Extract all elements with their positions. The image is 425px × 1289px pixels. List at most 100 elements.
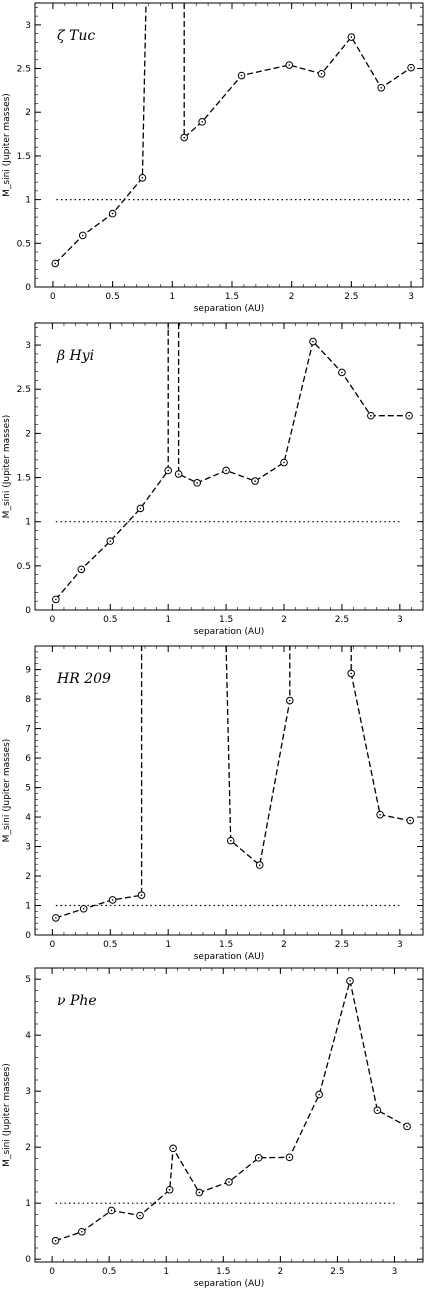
x-tick-label: 2 [289,292,295,302]
y-tick-label: 2 [25,108,31,118]
data-point-center [198,1191,201,1194]
data-point-center [312,340,314,343]
data-point-center [81,234,84,237]
y-tick-label: 2.5 [17,65,31,75]
chart-panel-2: 0 0.5 1 1.5 2 2.5 3 0 0.5 1 1.5 2 2.5 3 β Hyi separatio… [2,322,424,637]
data-point-center [55,598,57,601]
x-tick-label: 0.5 [105,292,119,302]
data-point-center [82,907,85,910]
data-point-center [110,1209,113,1212]
data-point-center [80,1230,83,1233]
data-point-center [141,176,144,179]
data-point-center [172,1147,174,1150]
data-point-center [376,1109,379,1112]
data-point-center [140,894,143,896]
x-tick-label: 2.5 [344,292,358,302]
y-tick-label: 3 [25,21,31,31]
y-tick-label: 0 [25,931,31,941]
data-point-center [109,540,112,542]
data-point-center [320,72,323,75]
x-tick-label: 0.5 [103,940,117,950]
x-tick-label: 0.5 [103,615,117,625]
data-point-center [350,36,353,38]
y-axis-label: M_sini (Jupiter masses) [2,415,12,519]
data-point-center [240,74,243,77]
data-point-center [229,839,232,842]
y-tick-label: 4 [25,1031,31,1041]
data-point-center [55,917,57,919]
series-line [183,3,412,140]
x-tick-label: 2 [281,615,287,625]
data-point-center [183,136,186,139]
data-point-center [111,212,114,215]
y-tick-label: 1 [25,196,31,206]
plot-frame [34,967,424,1263]
plot-frame [34,322,424,611]
data-point-center [228,1181,230,1183]
y-tick-label: 2.5 [17,385,31,395]
y-axis-label: M_sini (Jupiter masses) [2,1063,12,1167]
x-axis-label: separation (AU) [194,627,265,637]
y-tick-label: 1.5 [17,152,31,162]
x-axis-label: separation (AU) [194,952,265,962]
panel-title: HR 209 [56,671,111,687]
panel-title: β Hyi [56,348,94,364]
y-tick-label: 2 [25,1143,31,1153]
panel-title: ζ Tuc [57,28,95,44]
data-point-center [80,568,83,571]
data-point-center [54,262,57,265]
x-tick-label: 1.5 [219,615,233,625]
data-point-center [225,469,227,472]
data-point-center [349,980,351,982]
series-line [55,980,408,1242]
y-tick-label: 0.5 [17,239,31,249]
plot-frame [34,2,424,288]
x-tick-label: 3 [408,292,414,302]
data-point-center [318,1093,320,1096]
x-tick-label: 1 [165,940,171,950]
data-point-center [139,507,142,510]
data-point-center [177,473,180,475]
y-tick-label: 5 [25,975,31,985]
x-axis-label: separation (AU) [194,304,265,314]
y-axis-label: M_sini (Jupiter masses) [2,739,12,843]
y-tick-label: 1 [25,902,31,912]
y-tick-label: 4 [25,813,31,823]
x-tick-label: 2 [277,1267,283,1277]
y-tick-label: 6 [25,754,31,764]
data-point-center [341,371,343,374]
x-tick-label: 1.5 [225,292,239,302]
data-point-center [289,699,291,702]
x-tick-label: 1.5 [219,940,233,950]
data-point-center [258,864,261,866]
series-line [225,646,291,867]
x-tick-label: 2 [281,940,287,950]
data-point-center [283,461,285,464]
data-point-center [167,469,169,472]
data-point-center [288,64,291,66]
y-tick-label: 1 [25,1199,31,1209]
data-point-center [380,86,383,89]
panel-title: ν Phe [57,993,97,1009]
y-tick-label: 8 [25,695,31,705]
series-line [177,323,410,484]
data-point-center [409,819,412,822]
data-point-center [370,414,372,417]
data-point-center [254,480,256,482]
series-line [55,323,169,600]
x-tick-label: 2.5 [335,615,349,625]
y-tick-label: 2 [25,429,31,439]
y-tick-label: 2 [25,872,31,882]
x-tick-label: 1 [163,1267,169,1277]
x-tick-label: 1.5 [216,1267,230,1277]
x-tick-label: 1 [169,292,175,302]
x-tick-label: 3 [397,940,403,950]
x-tick-label: 0 [50,615,56,625]
data-point-center [201,121,203,123]
data-point-center [139,1214,141,1217]
data-point-center [406,1125,408,1128]
data-point-center [196,482,198,484]
chart-panel-1: 0 0.5 1 1.5 2 2.5 3 0 0.5 1 1.5 2 2.5 3 ζ Tuc separatio… [2,2,424,314]
y-tick-label: 1.5 [17,474,31,484]
x-tick-label: 0 [50,940,56,950]
